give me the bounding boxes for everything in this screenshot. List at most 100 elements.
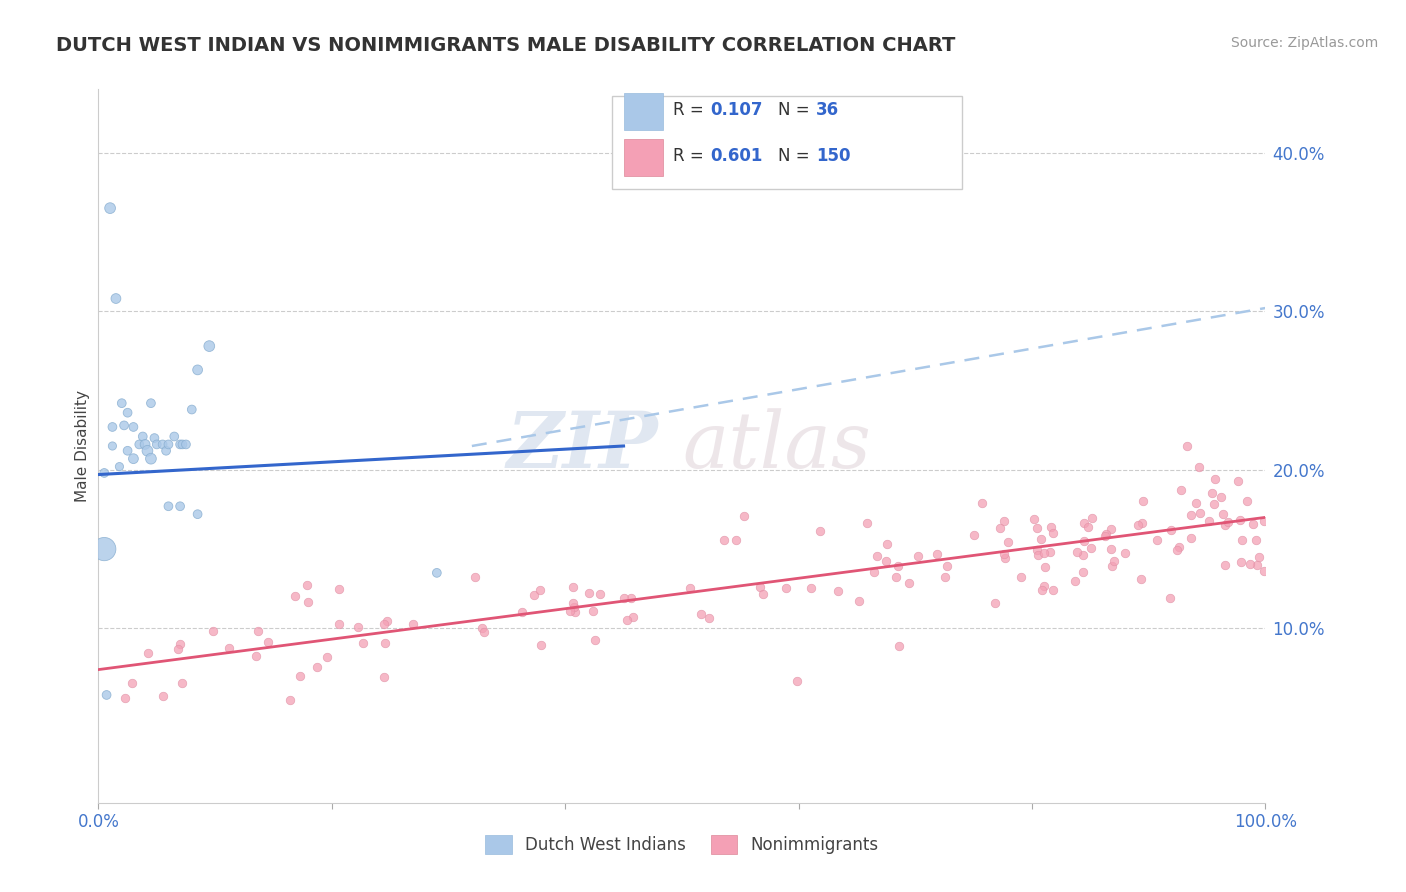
Point (180, 402, 202, 417)
Text: N =: N = (778, 147, 814, 165)
Point (132, 429, 155, 443)
Text: Source: ZipAtlas.com: Source: ZipAtlas.com (1230, 36, 1378, 50)
Point (1073, 516, 1095, 530)
Point (1185, 496, 1208, 510)
Point (1042, 526, 1064, 541)
Point (523, 588, 546, 602)
Point (117, 406, 139, 420)
Point (1024, 512, 1046, 526)
Point (122, 420, 145, 434)
Point (328, 582, 350, 597)
Point (866, 549, 889, 563)
Point (889, 639, 911, 653)
Text: R =: R = (672, 101, 709, 119)
Point (907, 549, 929, 564)
Point (988, 521, 1011, 535)
Point (1201, 486, 1223, 500)
Point (101, 439, 124, 453)
Point (257, 635, 280, 649)
Point (174, 437, 197, 451)
Point (1130, 516, 1153, 531)
Point (328, 616, 350, 631)
Point (875, 554, 897, 568)
Point (751, 587, 773, 601)
Point (93, 466, 115, 480)
Point (402, 617, 425, 632)
Point (121, 676, 143, 690)
Point (848, 594, 870, 608)
Point (935, 558, 957, 573)
Point (558, 603, 581, 617)
Point (733, 508, 755, 523)
Point (1212, 507, 1234, 521)
Point (1031, 583, 1053, 598)
Point (246, 624, 269, 639)
Point (1099, 541, 1122, 556)
Point (472, 624, 495, 639)
Point (139, 451, 162, 466)
Point (1010, 569, 1032, 583)
Point (1129, 572, 1152, 586)
Point (93, 542, 115, 557)
Point (1073, 548, 1095, 562)
Point (169, 437, 191, 451)
Point (139, 396, 162, 410)
Point (583, 632, 606, 647)
Point (172, 675, 194, 690)
Y-axis label: Male Disability: Male Disability (75, 390, 90, 502)
Point (562, 599, 585, 614)
Point (288, 669, 311, 683)
Point (983, 596, 1005, 610)
Point (748, 580, 770, 594)
Point (1213, 558, 1236, 572)
Point (1101, 559, 1123, 574)
Point (112, 418, 135, 433)
Point (1230, 555, 1253, 569)
Point (1244, 533, 1267, 548)
Point (1253, 515, 1275, 529)
Point (152, 437, 174, 451)
Point (136, 443, 159, 458)
Point (616, 613, 638, 627)
Point (786, 673, 808, 688)
Point (218, 641, 240, 656)
Point (1166, 543, 1188, 558)
Point (297, 595, 319, 609)
Point (1094, 529, 1116, 543)
Point (775, 582, 797, 596)
Point (1066, 545, 1088, 559)
Point (316, 650, 339, 665)
Point (1025, 543, 1047, 558)
Point (697, 611, 720, 625)
Point (1126, 518, 1149, 533)
Point (1033, 579, 1056, 593)
Point (863, 565, 886, 579)
Point (373, 670, 395, 684)
Point (510, 605, 533, 619)
Point (245, 648, 267, 663)
Point (155, 443, 177, 458)
Point (1080, 511, 1102, 525)
Point (1180, 508, 1202, 523)
Point (1236, 494, 1258, 508)
Legend: Dutch West Indians, Nonimmigrants: Dutch West Indians, Nonimmigrants (477, 826, 887, 863)
FancyBboxPatch shape (624, 93, 664, 130)
Point (284, 589, 307, 603)
Point (1146, 533, 1168, 548)
Point (1071, 565, 1094, 579)
Point (169, 500, 191, 514)
Point (1241, 516, 1264, 531)
Point (993, 547, 1015, 561)
Point (713, 533, 735, 547)
Point (925, 547, 948, 561)
FancyBboxPatch shape (624, 139, 664, 177)
Point (374, 636, 396, 650)
Point (1227, 474, 1250, 488)
Point (1229, 513, 1251, 527)
Point (136, 646, 159, 660)
Point (295, 578, 318, 592)
Text: atlas: atlas (682, 408, 870, 484)
Point (690, 607, 713, 622)
Point (280, 692, 302, 706)
Text: 0.107: 0.107 (710, 101, 762, 119)
